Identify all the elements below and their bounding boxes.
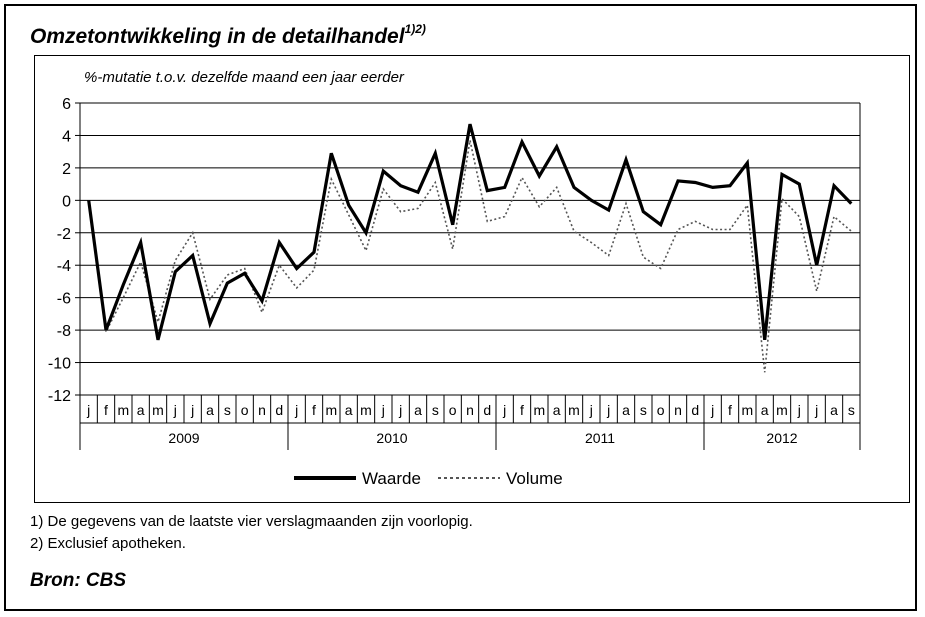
month-label-15: a: [345, 402, 353, 418]
month-label-5: j: [173, 402, 177, 418]
month-label-13: f: [312, 402, 316, 418]
y-tick-label-5: -4: [57, 258, 71, 275]
month-label-12: j: [294, 402, 298, 418]
month-label-35: d: [691, 402, 699, 418]
month-label-40: m: [776, 402, 788, 418]
source-label: Bron: [30, 570, 75, 591]
month-label-20: s: [432, 402, 439, 418]
legend: Waarde Volume: [294, 469, 563, 488]
month-label-21: o: [449, 402, 457, 418]
series-lines: [87, 123, 853, 373]
month-label-26: m: [533, 402, 545, 418]
y-tick-label-7: -8: [57, 323, 71, 340]
footnote-2: 2) Exclusief apotheken.: [30, 535, 186, 552]
month-label-22: n: [466, 402, 474, 418]
month-label-34: n: [674, 402, 682, 418]
y-tick-labels: 6 4 2 0 -2 -4 -6 -8 -10 -12: [48, 96, 71, 405]
y-axis-label: %-mutatie t.o.v. dezelfde maand een jaar…: [84, 69, 405, 86]
y-tick-label-0: 6: [62, 96, 71, 113]
month-label-8: s: [224, 402, 231, 418]
year-label-2011: 2011: [585, 430, 615, 446]
year-label-2012: 2012: [766, 430, 797, 446]
month-label-23: d: [483, 402, 491, 418]
month-label-14: m: [325, 402, 337, 418]
month-label-18: j: [398, 402, 402, 418]
year-label-2009: 2009: [168, 430, 199, 446]
month-label-38: m: [741, 402, 753, 418]
legend-label-waarde: Waarde: [362, 469, 421, 488]
month-label-17: j: [381, 402, 385, 418]
month-label-32: s: [640, 402, 647, 418]
y-tick-label-4: -2: [57, 226, 71, 243]
year-label-2010: 2010: [376, 430, 407, 446]
month-label-36: j: [710, 402, 714, 418]
y-tick-label-3: 0: [62, 193, 71, 210]
line-chart: %-mutatie t.o.v. dezelfde maand een jaar…: [48, 69, 861, 488]
month-label-28: m: [568, 402, 580, 418]
month-label-27: a: [553, 402, 561, 418]
footnote-1: 1) De gegevens van de laatste vier versl…: [30, 513, 473, 530]
source-line: Bron: CBS: [30, 570, 126, 592]
y-tick-label-1: 4: [62, 128, 71, 145]
month-label-9: o: [241, 402, 249, 418]
month-label-16: m: [360, 402, 372, 418]
month-label-3: a: [137, 402, 145, 418]
month-label-29: j: [589, 402, 593, 418]
month-label-11: d: [275, 402, 283, 418]
month-label-6: j: [190, 402, 194, 418]
series-line-waarde: [87, 123, 853, 341]
chart-area: %-mutatie t.o.v. dezelfde maand een jaar…: [34, 55, 910, 503]
month-label-10: n: [258, 402, 266, 418]
month-label-7: a: [206, 402, 214, 418]
month-label-33: o: [657, 402, 665, 418]
y-tick-label-9: -12: [48, 388, 71, 405]
chart-title-text: Omzetontwikkeling in de detailhandel: [30, 25, 405, 48]
source-value: : CBS: [74, 570, 127, 591]
month-label-39: a: [761, 402, 769, 418]
month-label-24: j: [502, 402, 506, 418]
month-label-42: j: [814, 402, 818, 418]
y-tick-label-8: -10: [48, 356, 71, 373]
y-tick-label-6: -6: [57, 291, 71, 308]
month-label-1: f: [104, 402, 108, 418]
month-label-2: m: [117, 402, 129, 418]
chart-title-note: 1)2): [404, 22, 426, 36]
month-label-41: j: [797, 402, 801, 418]
chart-title: Omzetontwikkeling in de detailhandel1)2): [30, 22, 426, 49]
month-label-43: a: [830, 402, 838, 418]
month-label-19: a: [414, 402, 422, 418]
month-label-31: a: [622, 402, 630, 418]
figure-frame: [4, 4, 917, 611]
y-tick-label-2: 2: [62, 161, 71, 178]
month-label-25: f: [520, 402, 524, 418]
month-label-4: m: [152, 402, 164, 418]
month-label-30: j: [606, 402, 610, 418]
month-label-0: j: [86, 402, 90, 418]
month-label-37: f: [728, 402, 732, 418]
legend-label-volume: Volume: [506, 469, 563, 488]
month-label-44: s: [848, 402, 855, 418]
